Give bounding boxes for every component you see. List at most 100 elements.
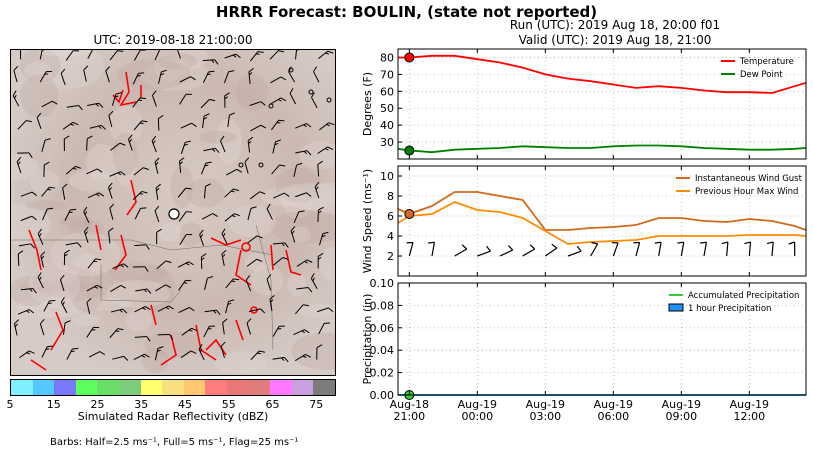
x-tick-label-date: Aug-19 bbox=[458, 398, 497, 411]
figure-title: HRRR Forecast: BOULIN, (state not report… bbox=[215, 3, 598, 21]
x-tick-label-time: 21:00 bbox=[393, 410, 425, 423]
terrain-patch bbox=[297, 182, 335, 214]
wind-barb bbox=[224, 188, 240, 198]
wind-barb bbox=[108, 227, 114, 244]
series-line-dew-point bbox=[397, 144, 807, 154]
wind-barb bbox=[154, 346, 164, 361]
wind-barb bbox=[41, 345, 54, 358]
wind-barb bbox=[249, 101, 266, 107]
wind-barb bbox=[269, 295, 275, 312]
wind-barb bbox=[250, 350, 266, 360]
wind-barb bbox=[247, 235, 263, 244]
y-tick-label: 30 bbox=[380, 136, 394, 149]
wind-barb bbox=[39, 70, 52, 83]
wind-barb bbox=[289, 88, 297, 105]
terrain-patch bbox=[86, 143, 117, 181]
chart-panel-2: 2 4 6 8 10 Wind Speed (ms⁻¹) Instantaneous Win… bbox=[361, 165, 807, 277]
station-marker bbox=[168, 208, 180, 220]
radar-map[interactable] bbox=[10, 49, 336, 376]
series-line-previous-hour-max-wind bbox=[397, 201, 807, 245]
calm-wind-marker bbox=[288, 67, 294, 73]
radar-echo bbox=[235, 249, 252, 286]
radar-echo bbox=[150, 304, 157, 326]
x-tick-label-time: 03:00 bbox=[529, 410, 561, 423]
wind-barb bbox=[41, 186, 56, 197]
wind-barb bbox=[247, 206, 257, 221]
wind-barb bbox=[499, 245, 514, 257]
wind-barb bbox=[224, 213, 240, 222]
series-line-temperature bbox=[398, 54, 807, 94]
wind-barb bbox=[157, 114, 164, 131]
radar-echo bbox=[119, 71, 137, 107]
boundary-lines bbox=[11, 224, 274, 351]
x-tick-label-date: Aug-19 bbox=[594, 398, 633, 411]
wind-barb bbox=[204, 309, 221, 315]
y-tick-label: 2 bbox=[387, 250, 394, 263]
y-tick-label: 4 bbox=[387, 230, 394, 243]
radar-echoes bbox=[28, 71, 302, 371]
wind-barb bbox=[180, 140, 191, 154]
legend-swatch bbox=[668, 303, 684, 312]
wind-barb bbox=[151, 90, 157, 107]
wind-barb bbox=[157, 305, 174, 312]
wind-barb bbox=[272, 325, 285, 337]
colorbar-swatch bbox=[248, 380, 271, 395]
wind-barb bbox=[204, 275, 214, 290]
wind-barb bbox=[179, 157, 185, 174]
legend-label: Dew Point bbox=[740, 70, 783, 80]
wind-barb bbox=[316, 307, 334, 313]
x-tick-label-time: 00:00 bbox=[461, 410, 493, 423]
wind-barb bbox=[133, 120, 148, 131]
wind-barb bbox=[39, 319, 45, 336]
wind-barb bbox=[178, 307, 195, 313]
wind-barb bbox=[273, 192, 290, 199]
calm-wind-marker bbox=[268, 103, 274, 109]
wind-barb bbox=[522, 244, 536, 257]
wind-barb bbox=[181, 327, 198, 336]
terrain-patch bbox=[28, 262, 81, 308]
wind-barb bbox=[269, 50, 285, 60]
y-tick-label: 10 bbox=[380, 170, 394, 183]
wind-barb bbox=[201, 213, 218, 220]
wind-barb bbox=[247, 136, 254, 153]
wind-barb bbox=[221, 228, 228, 245]
wind-barb bbox=[87, 192, 105, 199]
wind-barb bbox=[250, 124, 267, 132]
current-time-marker bbox=[404, 145, 415, 156]
wind-barb bbox=[179, 93, 192, 105]
terrain-patch bbox=[287, 272, 307, 297]
wind-barb bbox=[109, 328, 124, 339]
colorbar-swatch bbox=[291, 380, 314, 395]
wind-barb bbox=[179, 76, 196, 83]
wind-barb bbox=[227, 112, 236, 128]
wind-barb bbox=[246, 318, 252, 335]
wind-barb bbox=[89, 124, 106, 130]
wind-barb bbox=[155, 183, 161, 200]
wind-barb bbox=[319, 231, 329, 246]
wind-barb bbox=[87, 50, 94, 59]
wind-barb bbox=[60, 68, 66, 85]
colorbar-swatch bbox=[118, 380, 141, 395]
terrain-patch bbox=[24, 61, 52, 83]
wind-barb bbox=[179, 233, 193, 245]
wind-barb bbox=[109, 171, 126, 177]
wind-barb bbox=[202, 59, 219, 65]
terrain-patch bbox=[319, 246, 335, 282]
x-tick-label-time: 12:00 bbox=[733, 410, 765, 423]
wind-barb bbox=[654, 241, 662, 257]
wind-barb bbox=[65, 242, 82, 248]
chart-panel-1: 30 40 50 60 70 80 Degrees (F) Temperature Dew Po… bbox=[361, 48, 807, 160]
terrain-patch bbox=[172, 50, 209, 70]
radar-echo bbox=[241, 242, 251, 252]
wind-barb bbox=[133, 167, 149, 176]
radar-echo bbox=[95, 224, 102, 251]
wind-barb bbox=[677, 241, 685, 257]
terrain-patch bbox=[276, 183, 335, 210]
terrain-patch bbox=[158, 53, 198, 70]
y-tick-label: 40 bbox=[380, 119, 394, 132]
wind-barb bbox=[60, 296, 68, 314]
terrain-patch bbox=[261, 186, 304, 207]
wind-barb bbox=[154, 50, 161, 61]
terrain-patch bbox=[109, 105, 144, 145]
